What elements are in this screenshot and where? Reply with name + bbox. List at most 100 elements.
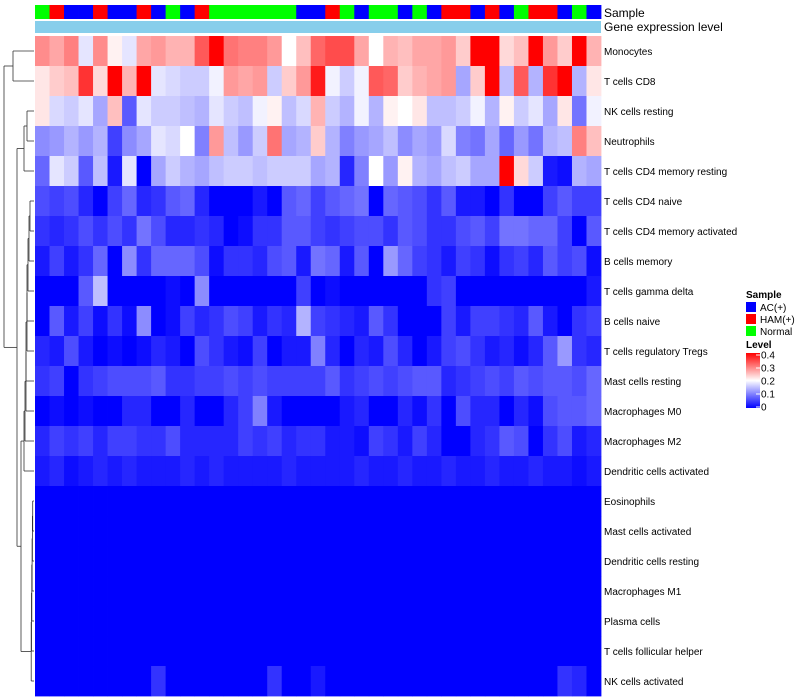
heatmap-cell [310,126,326,157]
heatmap-cell [412,306,428,337]
heatmap-cell [209,276,225,307]
heatmap-cell [223,36,239,67]
heatmap-cell [238,216,254,247]
heatmap-cell [412,396,428,427]
heatmap-cell [238,486,254,517]
heatmap-cell [354,426,370,457]
heatmap-cell [484,366,500,397]
heatmap-cell [426,96,442,127]
heatmap-cell [528,666,544,697]
heatmap-cell [281,396,297,427]
heatmap-cell [180,66,196,97]
heatmap-cell [64,456,79,487]
heatmap-cell [397,636,413,667]
heatmap-cell [223,516,239,547]
heatmap-cell [325,186,341,217]
heatmap-cell [209,126,225,157]
heatmap-cell [209,606,225,637]
heatmap-cell [557,246,573,277]
heatmap-cell [557,216,573,247]
heatmap-cell [223,636,239,667]
heatmap-cell [383,456,399,487]
heatmap-cell [296,576,312,607]
heatmap-cell [426,636,442,667]
heatmap-cell [151,66,167,97]
heatmap-cell [557,396,573,427]
heatmap-cell [513,96,529,127]
heatmap-cell [107,156,123,187]
sample-annotation-cell [325,5,341,19]
heatmap-cell [470,486,486,517]
heatmap-cell [557,336,573,367]
heatmap-cell [557,36,573,67]
heatmap-cell [64,636,79,667]
heatmap-cell [383,186,399,217]
heatmap-cell [136,606,152,637]
legend-entry-label: AC(+) [760,303,786,314]
heatmap-cell [470,276,486,307]
heatmap-cell [252,396,268,427]
heatmap-cell [571,126,587,157]
heatmap-cell [571,366,587,397]
row-label: T cells CD8 [604,77,656,88]
heatmap-cell [252,456,268,487]
heatmap-cell [339,426,355,457]
heatmap-cell [35,306,50,337]
heatmap-cell [499,606,515,637]
heatmap-cell [339,36,355,67]
heatmap-cell [223,546,239,577]
heatmap-cell [107,426,123,457]
heatmap-cell [354,366,370,397]
heatmap-cell [122,636,137,667]
heatmap-cell [209,336,225,367]
heatmap-cell [470,126,486,157]
heatmap-cell [513,666,529,697]
heatmap-cell [122,216,137,247]
heatmap-cell [484,486,500,517]
heatmap-cell [383,246,399,277]
heatmap-cell [339,456,355,487]
heatmap-cell [557,186,573,217]
heatmap-cell [49,306,65,337]
legend-tick-label: 0 [761,403,767,414]
heatmap-cell [238,666,254,697]
heatmap-cell [354,126,370,157]
heatmap-cell [325,516,341,547]
heatmap-cell [49,606,65,637]
heatmap-cell [484,186,500,217]
heatmap-cell [586,186,602,217]
heatmap-cell [325,216,341,247]
row-label: T cells CD4 naive [604,197,683,208]
heatmap-cell [209,456,225,487]
heatmap-cell [223,366,239,397]
heatmap-cell [49,396,65,427]
heatmap-cell [180,276,196,307]
heatmap-cell [136,576,152,607]
heatmap-cell [165,366,181,397]
heatmap-cell [383,126,399,157]
heatmap-cell [78,186,94,217]
heatmap-cell [281,336,297,367]
heatmap-cell [412,486,428,517]
heatmap-cell [49,126,65,157]
heatmap-cell [252,276,268,307]
heatmap-cell [528,546,544,577]
sample-annotation-cell [267,5,283,19]
heatmap-cell [64,666,79,697]
sample-annotation-cell [93,5,108,19]
heatmap-cell [441,156,457,187]
heatmap-cell [441,66,457,97]
heatmap-cell [528,126,544,157]
heatmap-cell [194,456,210,487]
heatmap-cell [281,36,297,67]
heatmap-cell [339,126,355,157]
heatmap-cell [267,606,283,637]
heatmap-cell [267,366,283,397]
heatmap-cell [78,246,94,277]
heatmap-cell [194,636,210,667]
heatmap-cell [281,546,297,577]
heatmap-cell [281,186,297,217]
heatmap-cell [397,516,413,547]
heatmap-cell [209,516,225,547]
